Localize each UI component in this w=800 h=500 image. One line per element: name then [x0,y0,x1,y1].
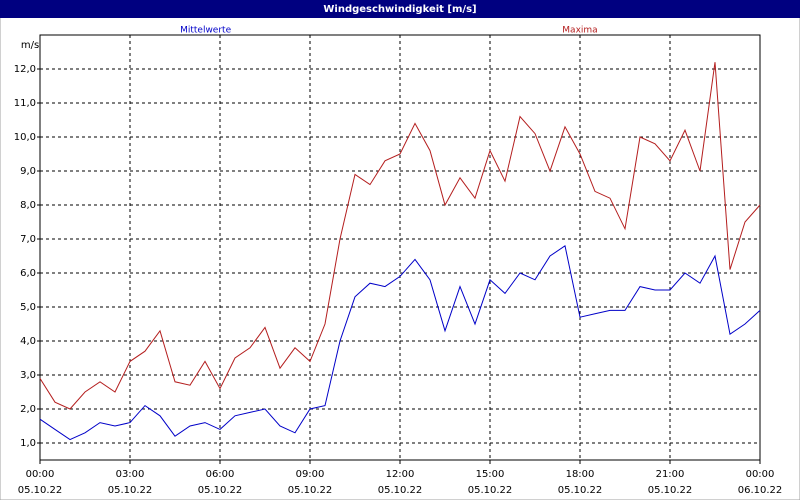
y-tick-label: 4,0 [20,336,36,347]
legend-label: Maxima [562,26,597,36]
y-tick-label: 8,0 [20,200,36,211]
x-tick-date: 05.10.22 [648,485,693,496]
x-tick-date: 05.10.22 [378,485,423,496]
y-tick-label: 2,0 [20,404,36,415]
x-tick-label: 15:00 [476,469,505,480]
x-tick-label: 21:00 [656,469,685,480]
y-tick-label: 12,0 [14,64,36,75]
x-tick-date: 05.10.22 [468,485,513,496]
chart-title: Windgeschwindigkeit [m/s] [323,4,476,15]
series-line [39,244,761,441]
y-tick-label: 9,0 [20,166,36,177]
x-tick-label: 12:00 [386,469,415,480]
x-tick-label: 03:00 [116,469,145,480]
y-tick-label: 6,0 [20,268,36,279]
y-tick-label: 3,0 [20,370,36,381]
x-tick-date: 05.10.22 [558,485,603,496]
legend-label: Mittelwerte [180,26,231,36]
x-tick-date: 06.10.22 [738,485,783,496]
x-tick-label: 18:00 [566,469,595,480]
x-tick-label: 00:00 [26,469,55,480]
title-bar [0,0,800,18]
series-line [39,62,761,410]
x-tick-date: 05.10.22 [198,485,243,496]
x-tick-date: 05.10.22 [288,485,333,496]
y-tick-label: 7,0 [20,234,36,245]
y-tick-label: 1,0 [20,438,36,449]
y-tick-label: 5,0 [20,302,36,313]
y-tick-label: 11,0 [14,98,36,109]
x-tick-date: 05.10.22 [108,485,153,496]
x-tick-label: 09:00 [296,469,325,480]
x-tick-date: 05.10.22 [18,485,63,496]
x-tick-label: 00:00 [746,469,775,480]
x-tick-label: 06:00 [206,469,235,480]
y-tick-label: 10,0 [14,132,36,143]
y-axis-label: m/s [21,40,39,51]
